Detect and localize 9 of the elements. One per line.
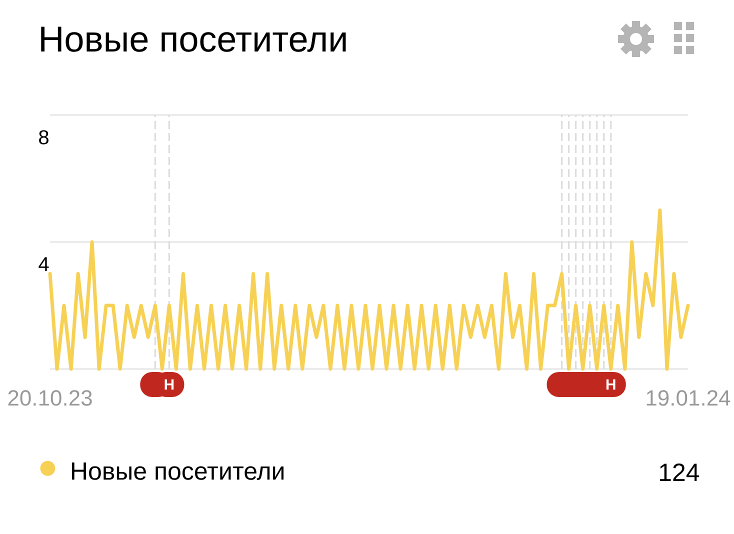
- x-tick-label: 20.10.23: [8, 390, 92, 406]
- chart-title: Новые посетители: [41, 26, 346, 52]
- legend-label: Новые посетители: [72, 462, 284, 480]
- x-tick-label: 19.01.24: [646, 390, 730, 406]
- ref-line-label: Н: [164, 379, 174, 390]
- ref-line-label: Н: [606, 379, 616, 390]
- text: 124: [660, 464, 700, 481]
- y-tick-label: 4: [38, 257, 49, 271]
- y-tick-label: 8: [39, 130, 48, 144]
